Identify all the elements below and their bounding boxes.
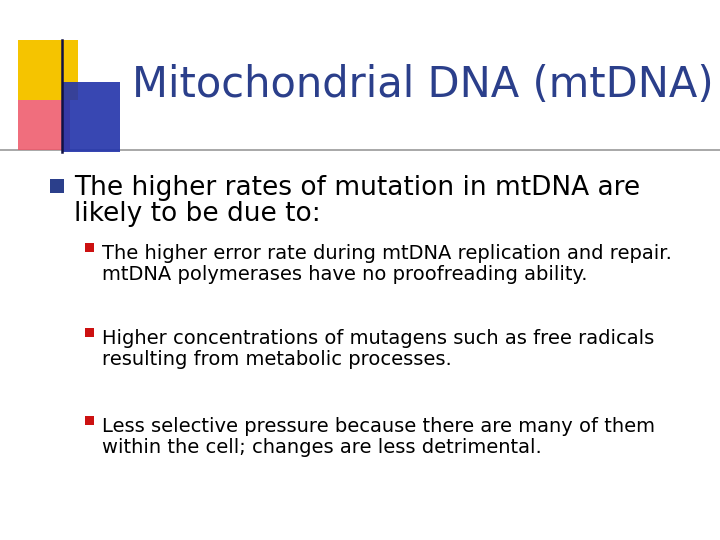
Bar: [62, 82, 120, 152]
Bar: [18, 40, 78, 100]
Bar: [85, 416, 94, 425]
Text: The higher rates of mutation in mtDNA are: The higher rates of mutation in mtDNA ar…: [74, 175, 640, 201]
Text: Higher concentrations of mutagens such as free radicals: Higher concentrations of mutagens such a…: [102, 329, 654, 348]
Text: The higher error rate during mtDNA replication and repair.: The higher error rate during mtDNA repli…: [102, 244, 672, 263]
Bar: [18, 92, 70, 150]
Text: mtDNA polymerases have no proofreading ability.: mtDNA polymerases have no proofreading a…: [102, 265, 588, 284]
Bar: [85, 328, 94, 337]
Text: Mitochondrial DNA (mtDNA): Mitochondrial DNA (mtDNA): [132, 64, 714, 106]
Bar: [50, 179, 64, 193]
Bar: [85, 243, 94, 252]
Text: resulting from metabolic processes.: resulting from metabolic processes.: [102, 350, 451, 369]
Text: within the cell; changes are less detrimental.: within the cell; changes are less detrim…: [102, 438, 541, 457]
Text: likely to be due to:: likely to be due to:: [74, 201, 320, 227]
Text: Less selective pressure because there are many of them: Less selective pressure because there ar…: [102, 417, 655, 436]
